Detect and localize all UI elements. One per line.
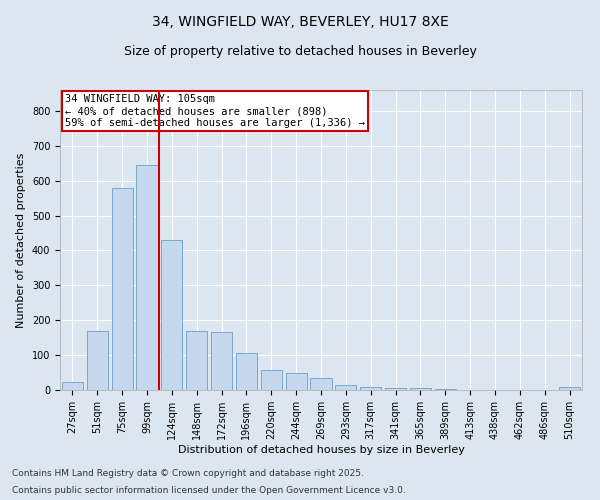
Bar [385,388,406,390]
Bar [211,332,232,390]
Bar [286,374,307,390]
Bar [410,388,431,390]
Text: Size of property relative to detached houses in Beverley: Size of property relative to detached ho… [124,45,476,58]
X-axis label: Distribution of detached houses by size in Beverley: Distribution of detached houses by size … [178,444,464,454]
Text: Contains public sector information licensed under the Open Government Licence v3: Contains public sector information licen… [12,486,406,495]
Bar [62,382,83,390]
Bar [310,378,332,390]
Text: 34, WINGFIELD WAY, BEVERLEY, HU17 8XE: 34, WINGFIELD WAY, BEVERLEY, HU17 8XE [152,15,448,29]
Bar [236,354,257,390]
Bar [360,386,381,390]
Bar [261,370,282,390]
Bar [435,388,456,390]
Text: 34 WINGFIELD WAY: 105sqm
← 40% of detached houses are smaller (898)
59% of semi-: 34 WINGFIELD WAY: 105sqm ← 40% of detach… [65,94,365,128]
Bar [87,332,108,390]
Text: Contains HM Land Registry data © Crown copyright and database right 2025.: Contains HM Land Registry data © Crown c… [12,468,364,477]
Bar [559,387,580,390]
Bar [112,188,133,390]
Bar [161,240,182,390]
Bar [136,165,158,390]
Y-axis label: Number of detached properties: Number of detached properties [16,152,26,328]
Bar [335,385,356,390]
Bar [186,332,207,390]
